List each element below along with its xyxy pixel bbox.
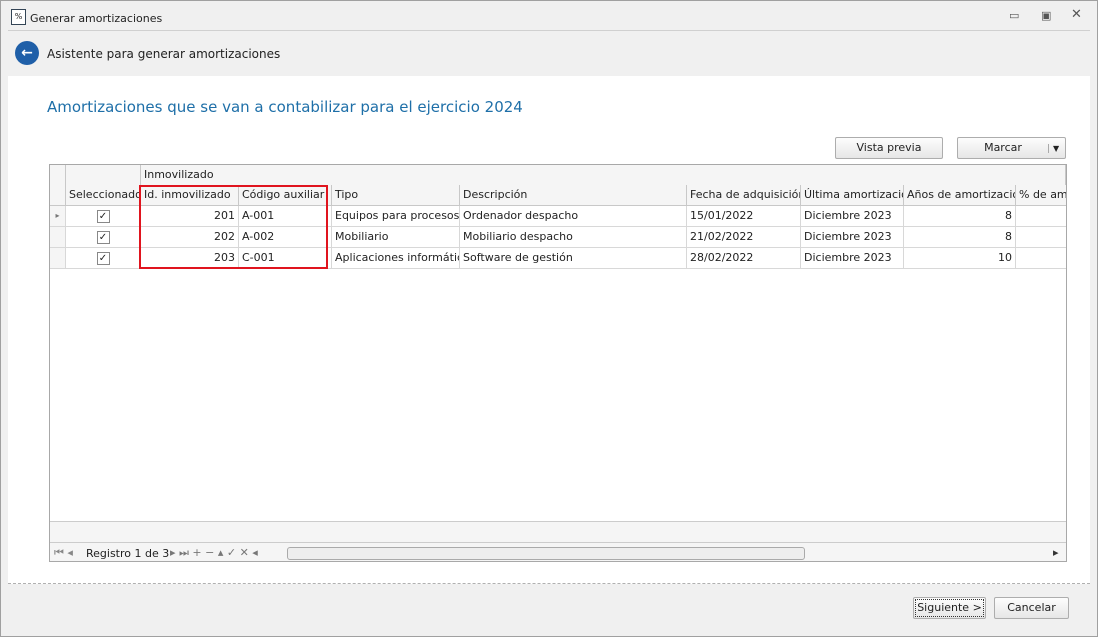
mark-button[interactable]: Marcar ▼ bbox=[957, 137, 1066, 159]
heading: Amortizaciones que se van a contabilizar… bbox=[47, 98, 523, 116]
highlight-box bbox=[139, 185, 328, 269]
minimize-button[interactable]: ▭ bbox=[1009, 9, 1020, 22]
wizard-title: Asistente para generar amortizaciones bbox=[47, 47, 281, 61]
nav-first[interactable]: ⏮ ◂ bbox=[54, 546, 73, 559]
column-header: Descripción bbox=[460, 185, 687, 206]
select-cell: ✓ bbox=[66, 248, 141, 269]
grid-cell: 201 bbox=[141, 206, 239, 227]
selected-band bbox=[66, 165, 141, 186]
grid-cell: A-002 bbox=[239, 227, 332, 248]
mark-label: Marcar bbox=[984, 141, 1022, 154]
grid-cell: Equipos para procesos ... bbox=[332, 206, 460, 227]
checkbox[interactable]: ✓ bbox=[96, 209, 110, 223]
cancel-button[interactable]: Cancelar bbox=[994, 597, 1069, 619]
title-bar: % Generar amortizaciones ▭ ▣ ✕ bbox=[1, 1, 1097, 31]
grid-cell: Aplicaciones informáticas bbox=[332, 248, 460, 269]
grid-cell: Diciembre 2023 bbox=[801, 206, 904, 227]
cancel-label: Cancelar bbox=[1007, 601, 1056, 614]
next-button[interactable]: Siguiente > bbox=[913, 597, 986, 619]
grid-cell: Mobiliario bbox=[332, 227, 460, 248]
navigator: ⏮ ◂ Registro 1 de 3 ▸ ⏭ + − ▴ ✓ ✕ ◂ ▸ bbox=[50, 542, 1066, 561]
next-label: Siguiente > bbox=[917, 601, 982, 614]
grid-cell: 21/02/2022 bbox=[687, 227, 801, 248]
preview-label: Vista previa bbox=[856, 141, 922, 154]
column-header: Fecha de adquisición bbox=[687, 185, 801, 206]
data-grid: ⏮ ◂ Registro 1 de 3 ▸ ⏭ + − ▴ ✓ ✕ ◂ ▸ In… bbox=[49, 164, 1067, 562]
close-button[interactable]: ✕ bbox=[1071, 7, 1082, 22]
column-header: Última amortización bbox=[801, 185, 904, 206]
column-header: % de amo bbox=[1016, 185, 1066, 206]
column-header: Id. inmovilizado bbox=[141, 185, 239, 206]
h-scrollbar[interactable] bbox=[287, 547, 805, 560]
grid-cell bbox=[1016, 227, 1066, 248]
grid-cell: 8 bbox=[904, 227, 1016, 248]
row-indicator: ▸ bbox=[50, 206, 66, 227]
scroll-right[interactable]: ▸ bbox=[1053, 546, 1059, 559]
grid-footer bbox=[50, 521, 1066, 542]
grid-cell: 8 bbox=[904, 206, 1016, 227]
indicator-header bbox=[50, 165, 66, 206]
grid-cell: 10 bbox=[904, 248, 1016, 269]
app-icon: % bbox=[11, 9, 26, 25]
nav-buttons[interactable]: ▸ ⏭ + − ▴ ✓ ✕ ◂ bbox=[170, 546, 258, 559]
grid-cell: Ordenador despacho bbox=[460, 206, 687, 227]
row-indicator bbox=[50, 227, 66, 248]
preview-button[interactable]: Vista previa bbox=[835, 137, 943, 159]
column-header: Años de amortización bbox=[904, 185, 1016, 206]
grid-cell: Mobiliario despacho bbox=[460, 227, 687, 248]
band-header: Inmovilizado bbox=[141, 165, 1066, 186]
grid-cell: 15/01/2022 bbox=[687, 206, 801, 227]
back-button[interactable]: ← bbox=[15, 41, 39, 65]
wizard-header: ← Asistente para generar amortizaciones bbox=[8, 30, 1090, 77]
grid-cell: A-001 bbox=[239, 206, 332, 227]
checkbox[interactable]: ✓ bbox=[96, 230, 110, 244]
window-title: Generar amortizaciones bbox=[30, 12, 163, 25]
column-header: Seleccionado bbox=[66, 185, 141, 206]
grid-cell bbox=[1016, 206, 1066, 227]
grid-cell: Software de gestión bbox=[460, 248, 687, 269]
select-cell: ✓ bbox=[66, 206, 141, 227]
maximize-button[interactable]: ▣ bbox=[1041, 9, 1052, 22]
grid-cell bbox=[1016, 248, 1066, 269]
checkbox[interactable]: ✓ bbox=[96, 251, 110, 265]
column-header: Código auxiliar bbox=[239, 185, 332, 206]
select-cell: ✓ bbox=[66, 227, 141, 248]
column-header: Tipo bbox=[332, 185, 460, 206]
grid-cell: Diciembre 2023 bbox=[801, 227, 904, 248]
row-indicator bbox=[50, 248, 66, 269]
grid-cell: 202 bbox=[141, 227, 239, 248]
grid-cell: 28/02/2022 bbox=[687, 248, 801, 269]
grid-cell: Diciembre 2023 bbox=[801, 248, 904, 269]
content: Amortizaciones que se van a contabilizar… bbox=[8, 76, 1090, 584]
record-label: Registro 1 de 3 bbox=[86, 547, 170, 560]
